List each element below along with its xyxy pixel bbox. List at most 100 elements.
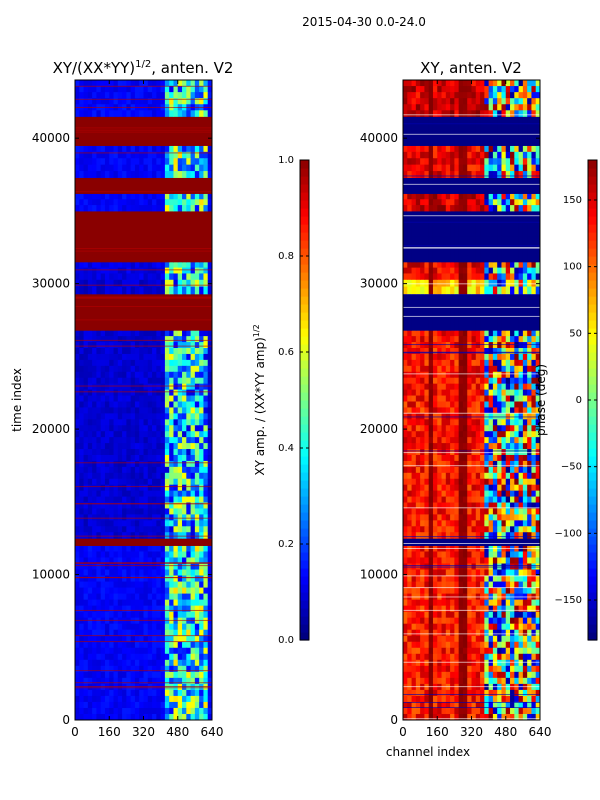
heatmap-cell xyxy=(492,683,498,691)
heatmap-cell xyxy=(122,443,127,450)
heatmap-cell xyxy=(104,98,110,105)
heatmap-cell xyxy=(164,242,170,250)
heatmap-cell xyxy=(75,383,80,391)
heatmap-cell xyxy=(173,365,179,373)
heatmap-cell xyxy=(182,151,187,159)
heatmap-cell xyxy=(190,413,196,420)
heatmap-cell xyxy=(514,689,520,697)
heatmap-cell xyxy=(177,139,183,146)
heatmap-cell xyxy=(177,617,183,625)
heatmap-cell xyxy=(117,110,123,117)
heatmap-cell xyxy=(83,689,89,697)
heatmap-cell xyxy=(437,677,443,685)
heatmap-cell xyxy=(411,407,417,414)
heatmap-cell xyxy=(164,695,170,703)
heatmap-cell xyxy=(190,365,196,373)
heatmap-cell xyxy=(488,683,494,691)
heatmap-cell xyxy=(96,164,102,172)
heatmap-cell xyxy=(139,188,144,194)
heatmap-cell xyxy=(407,342,413,349)
heatmap-cell xyxy=(160,401,166,408)
heatmap-cell xyxy=(164,419,170,426)
heatmap-cell xyxy=(83,466,89,474)
heatmap-cell xyxy=(420,330,425,337)
heatmap-cell xyxy=(87,557,93,565)
heatmap-cell xyxy=(186,80,192,87)
heatmap-cell xyxy=(531,707,537,715)
heatmap-cell xyxy=(92,437,97,444)
heatmap-cell xyxy=(207,359,213,367)
heatmap-cell xyxy=(147,641,153,649)
heatmap-cell xyxy=(428,581,434,589)
heatmap-cell xyxy=(87,683,93,691)
heatmap-cell xyxy=(531,695,537,703)
heatmap-cell xyxy=(522,707,528,715)
heatmap-cell xyxy=(134,641,140,649)
heatmap-cell xyxy=(203,359,209,367)
heatmap-cell xyxy=(104,110,110,117)
heatmap-cell xyxy=(467,677,472,685)
heatmap-cell xyxy=(156,128,162,135)
heatmap-cell xyxy=(207,133,213,141)
heatmap-cell xyxy=(497,551,502,558)
heatmap-cell xyxy=(109,605,115,613)
heatmap-cell xyxy=(130,171,136,178)
heatmap-cell xyxy=(411,695,417,703)
heatmap-cell xyxy=(497,336,502,343)
heatmap-cell xyxy=(407,671,413,679)
heatmap-cell xyxy=(75,490,80,498)
heatmap-cell xyxy=(458,365,464,373)
heatmap-cell xyxy=(92,377,97,385)
heatmap-cell xyxy=(143,472,149,480)
heatmap-cell xyxy=(510,707,515,715)
heatmap-cell xyxy=(492,359,498,367)
heatmap-cell xyxy=(480,623,485,631)
heatmap-cell xyxy=(130,80,136,87)
heatmap-cell xyxy=(147,305,153,313)
heatmap-cell xyxy=(117,383,123,391)
heatmap-cell xyxy=(186,599,192,607)
heatmap-cell xyxy=(203,707,209,715)
heatmap-cell xyxy=(130,236,136,244)
heatmap-cell xyxy=(514,647,520,655)
heatmap-cell xyxy=(407,701,413,709)
heatmap-cell xyxy=(147,484,153,492)
heatmap-cell xyxy=(113,145,119,153)
heatmap-cell xyxy=(96,490,102,498)
heatmap-cell xyxy=(75,80,80,87)
heatmap-cell xyxy=(96,199,102,206)
heatmap-cell xyxy=(437,671,443,679)
heatmap-cell xyxy=(497,707,502,715)
heatmap-cell xyxy=(104,629,110,637)
heatmap-cell xyxy=(182,437,187,444)
heatmap-cell xyxy=(203,342,209,349)
heatmap-cell xyxy=(471,653,477,661)
heatmap-cell xyxy=(186,145,192,153)
heatmap-streak xyxy=(75,85,212,87)
heatmap-cell xyxy=(147,707,153,715)
heatmap-cell xyxy=(194,210,200,218)
heatmap-cell xyxy=(462,407,468,414)
heatmap-cell xyxy=(488,629,494,637)
heatmap-cell xyxy=(143,177,149,184)
heatmap-cell xyxy=(152,128,157,135)
heatmap-cell xyxy=(420,683,425,691)
heatmap-cell xyxy=(169,267,174,274)
heatmap-cell xyxy=(207,575,213,583)
heatmap-cell xyxy=(100,116,106,123)
heatmap-cell xyxy=(122,158,127,166)
heatmap-cell xyxy=(475,538,481,546)
heatmap-cell xyxy=(92,395,97,402)
heatmap-cell xyxy=(122,593,127,601)
heatmap-cell xyxy=(169,122,174,129)
heatmap-cell xyxy=(156,205,162,212)
heatmap-cell xyxy=(152,496,157,504)
heatmap-cell xyxy=(186,249,192,256)
heatmap-cell xyxy=(518,569,524,577)
heatmap-cell xyxy=(207,92,213,99)
heatmap-cell xyxy=(160,255,166,263)
heatmap-cell xyxy=(79,581,85,589)
heatmap-cell xyxy=(177,223,183,231)
x-tick-label: 160 xyxy=(98,725,121,739)
heatmap-cell xyxy=(454,401,460,408)
